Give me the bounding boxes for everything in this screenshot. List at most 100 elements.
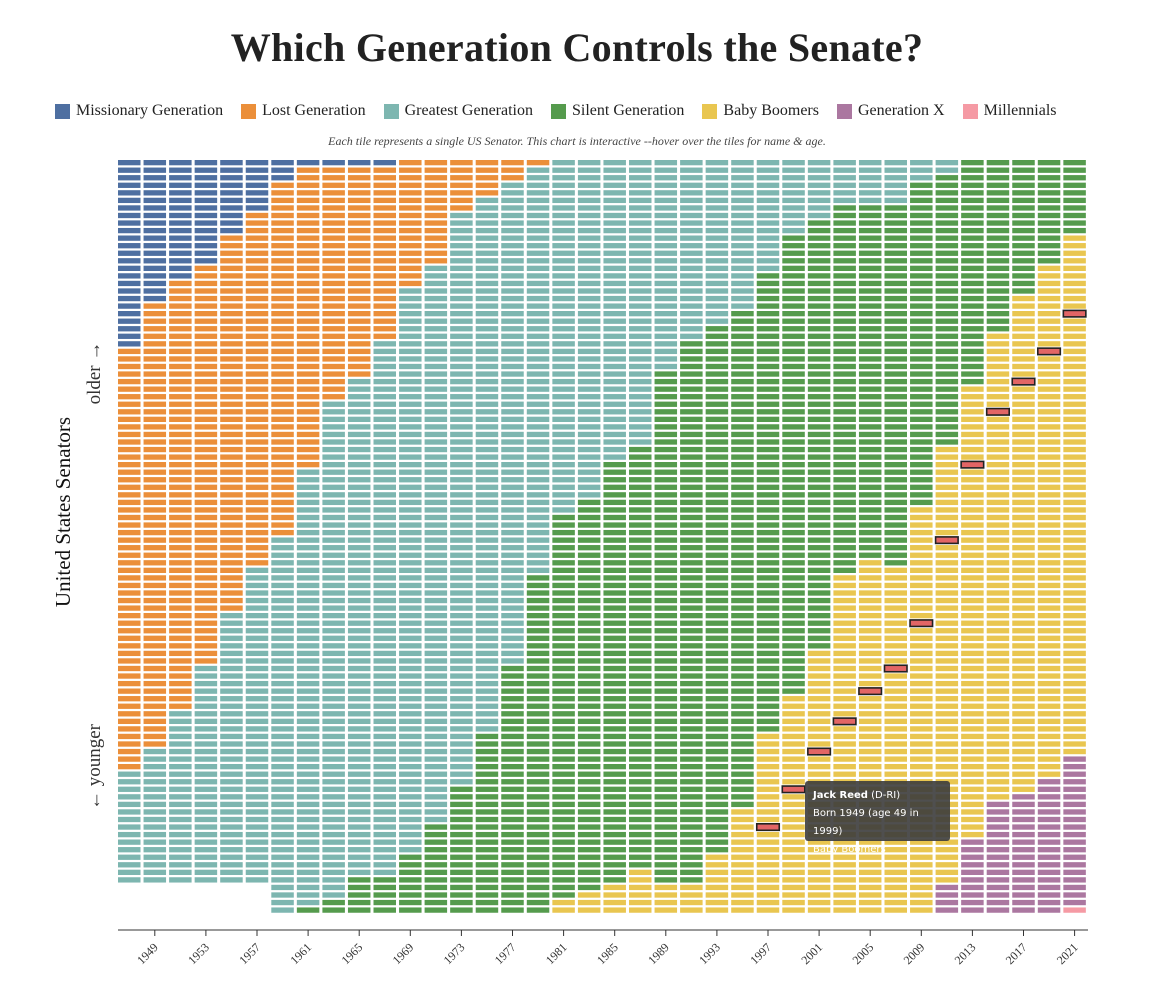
senator-tile[interactable] bbox=[373, 212, 397, 219]
senator-tile[interactable] bbox=[424, 537, 448, 543]
senator-tile[interactable] bbox=[296, 212, 320, 219]
senator-tile[interactable] bbox=[756, 348, 780, 355]
senator-tile[interactable] bbox=[680, 409, 703, 415]
senator-tile[interactable] bbox=[245, 560, 269, 566]
senator-tile[interactable] bbox=[322, 499, 345, 506]
senator-tile[interactable] bbox=[731, 892, 754, 898]
senator-tile[interactable] bbox=[475, 884, 499, 891]
senator-tile[interactable] bbox=[935, 847, 959, 853]
senator-tile[interactable] bbox=[654, 378, 678, 385]
senator-tile[interactable] bbox=[118, 824, 141, 830]
senator-tile[interactable] bbox=[680, 560, 703, 566]
senator-tile[interactable] bbox=[399, 227, 422, 234]
senator-tile[interactable] bbox=[347, 160, 371, 166]
senator-tile[interactable] bbox=[756, 356, 780, 362]
senator-tile[interactable] bbox=[552, 809, 575, 815]
senator-tile[interactable] bbox=[296, 386, 320, 392]
senator-tile[interactable] bbox=[399, 514, 422, 521]
senator-tile[interactable] bbox=[577, 582, 601, 589]
senator-tile[interactable] bbox=[475, 341, 499, 347]
senator-tile[interactable] bbox=[271, 409, 294, 415]
senator-tile[interactable] bbox=[833, 522, 856, 528]
senator-tile[interactable] bbox=[1063, 303, 1086, 309]
senator-tile[interactable] bbox=[986, 326, 1010, 332]
senator-tile[interactable] bbox=[143, 477, 167, 483]
senator-tile[interactable] bbox=[322, 167, 345, 173]
senator-tile[interactable] bbox=[552, 741, 575, 747]
senator-tile[interactable] bbox=[501, 658, 524, 664]
senator-tile[interactable] bbox=[475, 333, 499, 339]
senator-tile[interactable] bbox=[935, 439, 959, 445]
senator-tile[interactable] bbox=[322, 733, 345, 740]
senator-tile[interactable] bbox=[629, 190, 652, 196]
senator-tile[interactable] bbox=[756, 907, 780, 913]
senator-tile[interactable] bbox=[526, 688, 550, 694]
senator-tile[interactable] bbox=[705, 514, 729, 521]
senator-tile[interactable] bbox=[424, 582, 448, 589]
senator-tile[interactable] bbox=[373, 363, 397, 370]
senator-tile[interactable] bbox=[424, 877, 448, 883]
senator-tile[interactable] bbox=[399, 250, 422, 256]
senator-tile[interactable] bbox=[118, 779, 141, 785]
senator-tile[interactable] bbox=[577, 650, 601, 657]
senator-tile[interactable] bbox=[296, 356, 320, 362]
senator-tile[interactable] bbox=[833, 741, 856, 747]
senator-tile[interactable] bbox=[450, 341, 473, 347]
senator-tile[interactable] bbox=[399, 537, 422, 543]
senator-tile[interactable] bbox=[1063, 235, 1086, 241]
senator-tile[interactable] bbox=[935, 227, 959, 234]
senator-tile[interactable] bbox=[910, 250, 933, 256]
senator-tile[interactable] bbox=[1063, 190, 1086, 196]
senator-tile[interactable] bbox=[475, 560, 499, 566]
senator-tile[interactable] bbox=[271, 477, 294, 483]
senator-tile[interactable] bbox=[526, 665, 550, 672]
senator-tile[interactable] bbox=[194, 635, 218, 641]
senator-tile[interactable] bbox=[424, 597, 448, 604]
senator-tile[interactable] bbox=[1063, 794, 1086, 800]
senator-tile[interactable] bbox=[245, 575, 269, 581]
senator-tile[interactable] bbox=[373, 160, 397, 166]
senator-tile[interactable] bbox=[884, 484, 908, 490]
senator-tile[interactable] bbox=[782, 748, 805, 755]
senator-tile[interactable] bbox=[654, 741, 678, 747]
senator-tile[interactable] bbox=[705, 650, 729, 657]
senator-tile[interactable] bbox=[961, 175, 984, 181]
senator-tile[interactable] bbox=[475, 371, 499, 377]
senator-tile[interactable] bbox=[526, 439, 550, 445]
senator-tile[interactable] bbox=[756, 220, 780, 226]
senator-tile[interactable] bbox=[680, 597, 703, 604]
senator-tile[interactable] bbox=[654, 824, 678, 830]
senator-tile[interactable] bbox=[424, 378, 448, 385]
senator-tile[interactable] bbox=[322, 227, 345, 234]
senator-tile[interactable] bbox=[577, 733, 601, 740]
senator-tile[interactable] bbox=[629, 386, 652, 392]
senator-tile[interactable] bbox=[501, 401, 524, 407]
senator-tile[interactable] bbox=[475, 431, 499, 438]
senator-tile[interactable] bbox=[475, 862, 499, 868]
senator-tile[interactable] bbox=[782, 680, 805, 687]
senator-tile[interactable] bbox=[884, 643, 908, 649]
senator-tile[interactable] bbox=[1012, 650, 1035, 657]
senator-tile[interactable] bbox=[577, 499, 601, 506]
senator-tile[interactable] bbox=[399, 341, 422, 347]
senator-tile[interactable] bbox=[858, 764, 882, 770]
senator-tile[interactable] bbox=[629, 726, 652, 732]
senator-tile[interactable] bbox=[118, 212, 141, 219]
senator-tile[interactable] bbox=[475, 484, 499, 490]
senator-tile[interactable] bbox=[833, 499, 856, 506]
senator-tile[interactable] bbox=[807, 243, 831, 249]
senator-tile[interactable] bbox=[424, 869, 448, 875]
senator-tile[interactable] bbox=[705, 499, 729, 506]
senator-tile[interactable] bbox=[833, 431, 856, 438]
senator-tile[interactable] bbox=[424, 839, 448, 845]
senator-tile[interactable] bbox=[629, 250, 652, 256]
senator-tile[interactable] bbox=[194, 718, 218, 724]
senator-tile[interactable] bbox=[807, 311, 831, 317]
senator-tile[interactable] bbox=[782, 401, 805, 407]
senator-tile[interactable] bbox=[424, 197, 448, 204]
senator-tile[interactable] bbox=[118, 401, 141, 407]
senator-tile[interactable] bbox=[782, 854, 805, 860]
senator-tile[interactable] bbox=[296, 703, 320, 709]
senator-tile[interactable] bbox=[373, 613, 397, 619]
senator-tile[interactable] bbox=[322, 529, 345, 536]
